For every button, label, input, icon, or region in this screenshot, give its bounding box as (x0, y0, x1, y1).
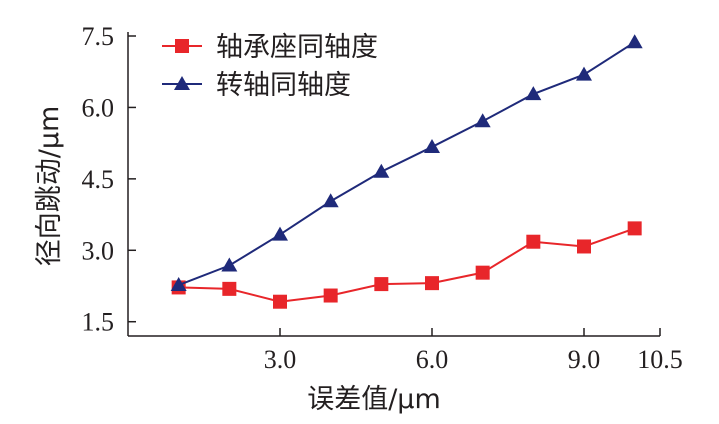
data-point-square (577, 239, 591, 254)
data-point-triangle (626, 34, 643, 49)
data-point-triangle (322, 193, 339, 208)
y-tick-label: 3.0 (82, 236, 115, 265)
axes (127, 32, 660, 337)
y-tick-label: 4.5 (82, 165, 115, 194)
data-point-square (425, 276, 439, 291)
data-point-triangle (272, 226, 288, 241)
x-axis-title: 误差值/μm (307, 384, 441, 415)
data-point-triangle (424, 138, 440, 153)
data-point-square (323, 288, 338, 303)
y-tick-label: 1.5 (82, 308, 115, 337)
data-point-square (475, 265, 490, 280)
data-point-square (222, 281, 237, 296)
y-tick-label: 6.0 (82, 93, 115, 122)
series (170, 34, 643, 309)
data-point-square (273, 294, 287, 309)
legend-marker-square (175, 39, 189, 53)
series-line (178, 41, 636, 286)
x-tick-label: 3.0 (264, 345, 297, 374)
x-tick-label: 9.0 (568, 345, 601, 374)
data-point-square (374, 277, 389, 292)
y-tick-label: 7.5 (82, 22, 115, 51)
series-triangle (170, 34, 643, 292)
legend-item: 转轴同轴度 (162, 70, 351, 101)
series-square (171, 221, 642, 309)
data-point-triangle (221, 257, 238, 272)
x-ticks: 3.0 6.0 9.0 10.5 (264, 328, 683, 374)
legend-label: 转轴同轴度 (216, 70, 351, 101)
legend-marker-triangle (174, 76, 190, 90)
data-point-triangle (170, 277, 187, 292)
series-line (178, 227, 636, 303)
x-tick-label: 6.0 (416, 345, 449, 374)
data-point-triangle (525, 86, 542, 101)
x-tick-label: 10.5 (637, 345, 683, 374)
legend-label: 轴承座同轴度 (216, 32, 378, 63)
data-point-triangle (474, 113, 491, 128)
data-point-triangle (373, 163, 390, 178)
data-point-square (526, 234, 541, 249)
y-axis-title: 径向跳动/μm (34, 106, 65, 267)
data-point-triangle (576, 66, 592, 81)
y-ticks: 1.5 3.0 4.5 6.0 7.5 (82, 22, 136, 337)
legend-item: 轴承座同轴度 (162, 32, 378, 63)
data-point-square (627, 221, 642, 236)
